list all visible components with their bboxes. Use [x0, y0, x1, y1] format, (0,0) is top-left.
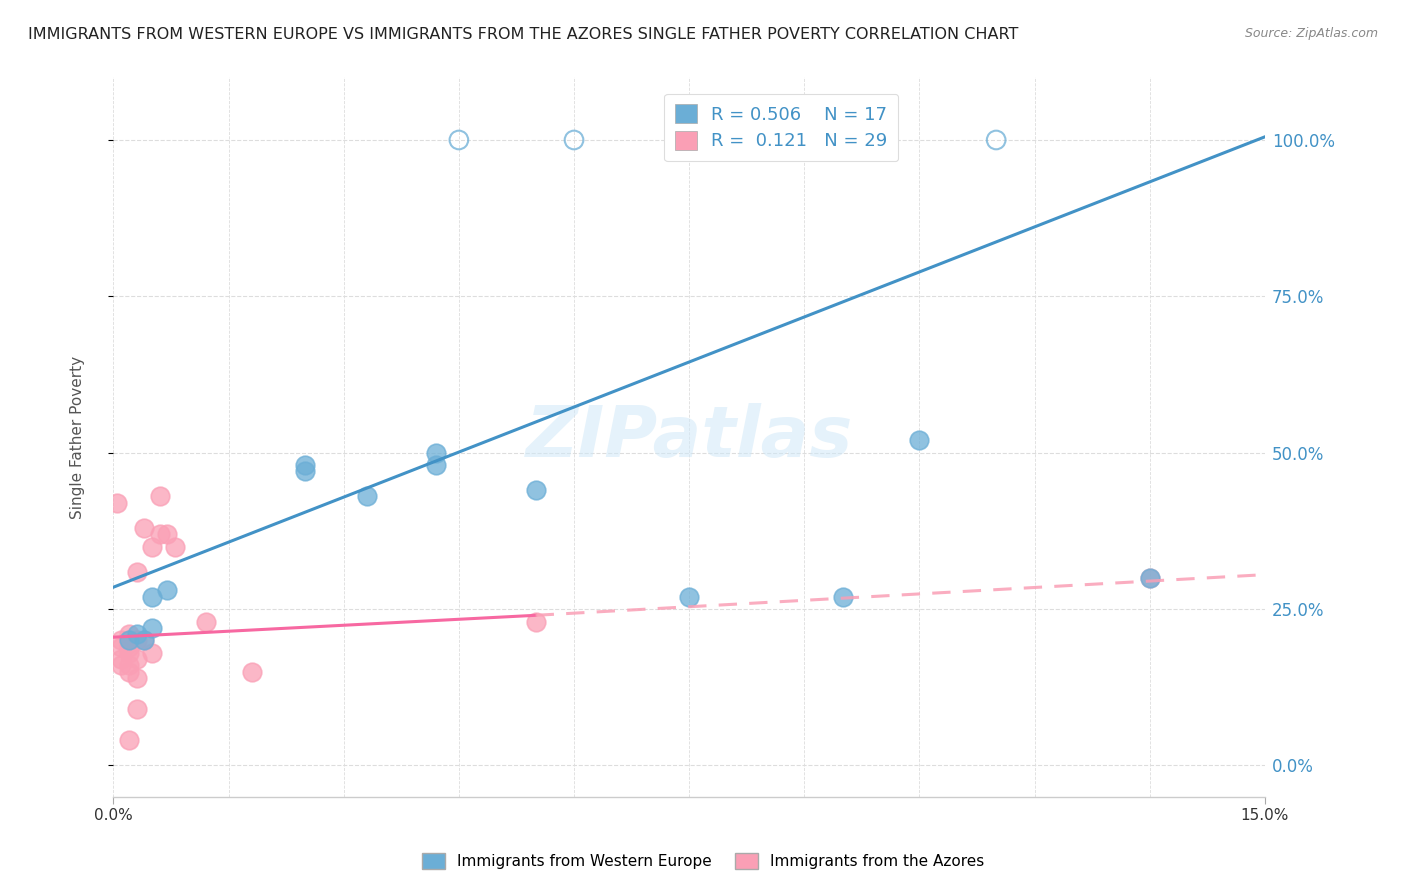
Point — [141, 540, 163, 554]
Point — [134, 633, 156, 648]
Point — [141, 590, 163, 604]
Point — [118, 633, 141, 648]
Point — [240, 665, 263, 679]
Point — [118, 665, 141, 679]
Point — [524, 483, 547, 498]
Text: ZIPatlas: ZIPatlas — [526, 402, 853, 472]
Point — [110, 640, 132, 654]
Legend: Immigrants from Western Europe, Immigrants from the Azores: Immigrants from Western Europe, Immigran… — [416, 847, 990, 875]
Point — [831, 133, 853, 147]
Point — [110, 633, 132, 648]
Point — [105, 496, 128, 510]
Point — [148, 490, 170, 504]
Point — [141, 646, 163, 660]
Point — [118, 646, 141, 660]
Point — [125, 652, 148, 666]
Point — [110, 658, 132, 673]
Point — [110, 652, 132, 666]
Text: IMMIGRANTS FROM WESTERN EUROPE VS IMMIGRANTS FROM THE AZORES SINGLE FATHER POVER: IMMIGRANTS FROM WESTERN EUROPE VS IMMIGR… — [28, 27, 1018, 42]
Point — [125, 671, 148, 685]
Point — [118, 733, 141, 747]
Point — [141, 621, 163, 635]
Point — [134, 633, 156, 648]
Point — [163, 540, 186, 554]
Point — [986, 133, 1008, 147]
Point — [562, 133, 585, 147]
Point — [125, 565, 148, 579]
Y-axis label: Single Father Poverty: Single Father Poverty — [70, 356, 84, 518]
Point — [156, 527, 179, 541]
Point — [678, 590, 700, 604]
Point — [194, 615, 217, 629]
Point — [125, 633, 148, 648]
Point — [125, 702, 148, 716]
Point — [831, 590, 853, 604]
Point — [908, 433, 931, 447]
Point — [118, 633, 141, 648]
Point — [294, 465, 316, 479]
Point — [148, 527, 170, 541]
Point — [356, 490, 378, 504]
Legend: R = 0.506    N = 17, R =  0.121   N = 29: R = 0.506 N = 17, R = 0.121 N = 29 — [664, 94, 898, 161]
Point — [134, 521, 156, 535]
Point — [524, 615, 547, 629]
Point — [118, 640, 141, 654]
Point — [425, 458, 447, 473]
Text: Source: ZipAtlas.com: Source: ZipAtlas.com — [1244, 27, 1378, 40]
Point — [425, 446, 447, 460]
Point — [125, 627, 148, 641]
Point — [1139, 571, 1161, 585]
Point — [447, 133, 470, 147]
Point — [118, 627, 141, 641]
Point — [118, 658, 141, 673]
Point — [1139, 571, 1161, 585]
Point — [294, 458, 316, 473]
Point — [156, 583, 179, 598]
